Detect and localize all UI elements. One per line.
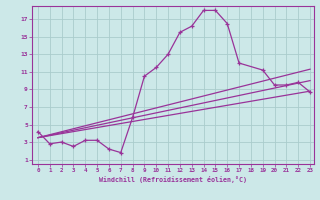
X-axis label: Windchill (Refroidissement éolien,°C): Windchill (Refroidissement éolien,°C) xyxy=(99,176,247,183)
